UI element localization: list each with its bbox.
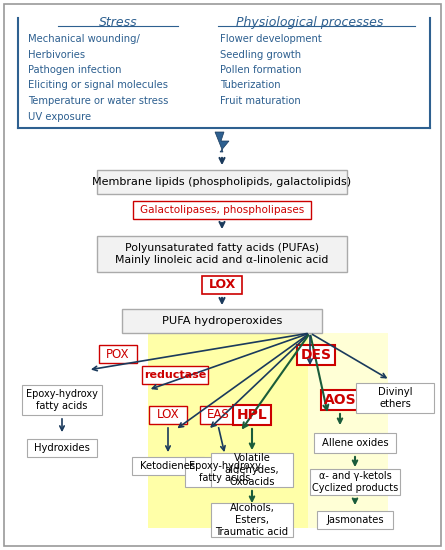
FancyBboxPatch shape (4, 4, 441, 546)
FancyBboxPatch shape (97, 170, 347, 194)
Text: DES: DES (300, 348, 332, 362)
FancyBboxPatch shape (148, 333, 308, 528)
Text: Seedling growth: Seedling growth (220, 50, 301, 59)
Text: Tuberization: Tuberization (220, 80, 281, 91)
FancyBboxPatch shape (185, 457, 265, 487)
FancyBboxPatch shape (211, 503, 293, 537)
Text: Pathogen infection: Pathogen infection (28, 65, 121, 75)
Text: POX: POX (106, 348, 130, 360)
Text: PUFA hydroperoxides: PUFA hydroperoxides (162, 316, 282, 326)
Text: Ketodienes: Ketodienes (141, 461, 195, 471)
FancyBboxPatch shape (133, 201, 311, 219)
FancyBboxPatch shape (356, 383, 434, 413)
FancyBboxPatch shape (99, 345, 137, 363)
Text: Epoxy-hydroxy
fatty acids: Epoxy-hydroxy fatty acids (26, 389, 98, 411)
Text: Pollen formation: Pollen formation (220, 65, 302, 75)
Text: EAS: EAS (206, 409, 229, 421)
Text: HPL: HPL (237, 408, 267, 422)
Text: Jasmonates: Jasmonates (326, 515, 384, 525)
FancyBboxPatch shape (122, 309, 322, 333)
Text: Stress: Stress (99, 16, 138, 29)
Text: Allene oxides: Allene oxides (322, 438, 388, 448)
Text: Flower development: Flower development (220, 34, 322, 44)
Text: Divinyl
ethers: Divinyl ethers (378, 387, 412, 409)
Text: Alcohols,
Esters,
Traumatic acid: Alcohols, Esters, Traumatic acid (215, 503, 288, 537)
FancyBboxPatch shape (27, 439, 97, 457)
FancyBboxPatch shape (233, 405, 271, 425)
Polygon shape (215, 132, 229, 152)
Text: Polyunsaturated fatty acids (PUFAs)
Mainly linoleic acid and α-linolenic acid: Polyunsaturated fatty acids (PUFAs) Main… (115, 243, 329, 265)
FancyBboxPatch shape (297, 345, 335, 365)
FancyBboxPatch shape (142, 366, 208, 384)
Text: UV exposure: UV exposure (28, 112, 91, 122)
Text: reductase: reductase (144, 370, 206, 380)
FancyBboxPatch shape (22, 385, 102, 415)
Text: LOX: LOX (157, 409, 179, 421)
FancyBboxPatch shape (314, 433, 396, 453)
Text: Membrane lipids (phospholipids, galactolipids): Membrane lipids (phospholipids, galactol… (93, 177, 352, 187)
FancyBboxPatch shape (211, 453, 293, 487)
Text: Temperature or water stress: Temperature or water stress (28, 96, 168, 106)
FancyBboxPatch shape (310, 469, 400, 495)
Text: α- and γ-ketols
Cyclized products: α- and γ-ketols Cyclized products (312, 471, 398, 493)
Text: AOS: AOS (324, 393, 356, 407)
FancyBboxPatch shape (317, 511, 393, 529)
FancyBboxPatch shape (202, 276, 242, 294)
Text: LOX: LOX (208, 278, 235, 292)
FancyBboxPatch shape (97, 236, 347, 272)
FancyBboxPatch shape (200, 406, 236, 424)
Text: Galactolipases, phospholipases: Galactolipases, phospholipases (140, 205, 304, 215)
Text: Epoxy-hydroxy
fatty acids: Epoxy-hydroxy fatty acids (189, 461, 261, 483)
FancyBboxPatch shape (308, 333, 388, 528)
Text: Mechanical wounding/: Mechanical wounding/ (28, 34, 140, 44)
FancyBboxPatch shape (132, 457, 204, 475)
Text: Herbivories: Herbivories (28, 50, 85, 59)
FancyBboxPatch shape (321, 390, 359, 410)
Text: Physiological processes: Physiological processes (236, 16, 384, 29)
FancyBboxPatch shape (149, 406, 187, 424)
Text: Fruit maturation: Fruit maturation (220, 96, 301, 106)
Text: Volatile
aldehydes,
Oxoacids: Volatile aldehydes, Oxoacids (225, 453, 279, 487)
Text: Eliciting or signal molecules: Eliciting or signal molecules (28, 80, 168, 91)
Text: Hydroxides: Hydroxides (34, 443, 90, 453)
